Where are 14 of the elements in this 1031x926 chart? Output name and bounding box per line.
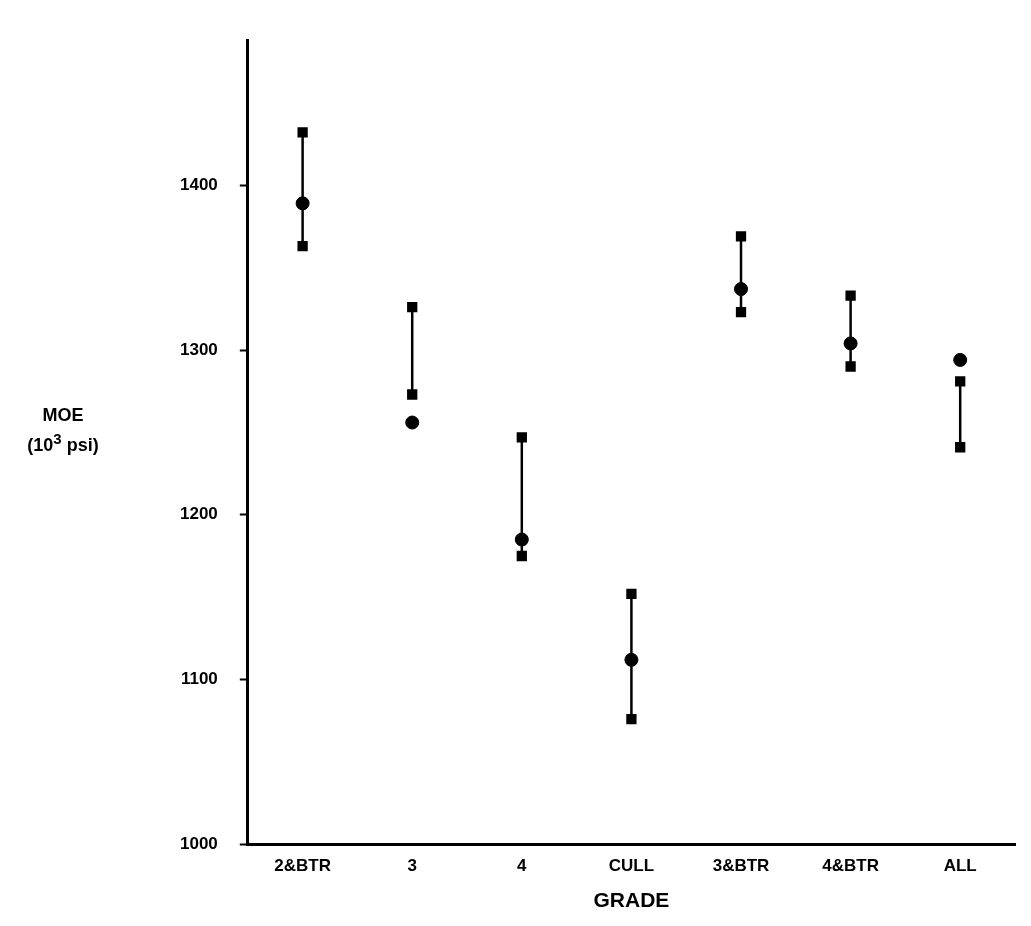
y-tick-label: 1100 xyxy=(180,669,218,689)
x-tick-label: 3 xyxy=(407,856,417,876)
x-tick-label: 4 xyxy=(517,856,528,876)
x-tick-label: 4&BTR xyxy=(822,856,879,876)
x-tick-label: CULL xyxy=(608,856,655,876)
x-axis-title: GRADE xyxy=(593,888,670,912)
y-tick-label: 1200 xyxy=(179,504,218,524)
x-tick-label: ALL xyxy=(943,856,977,876)
y-axis-title: MOE (10$^{3}$ psi) xyxy=(26,404,100,457)
x-tick-label: 3&BTR xyxy=(712,856,770,876)
x-tick-label: 2&BTR xyxy=(274,856,331,876)
y-tick-label: 1000 xyxy=(179,834,218,854)
y-tick-label: 1400 xyxy=(179,174,218,194)
y-tick-label: 1300 xyxy=(179,339,218,359)
